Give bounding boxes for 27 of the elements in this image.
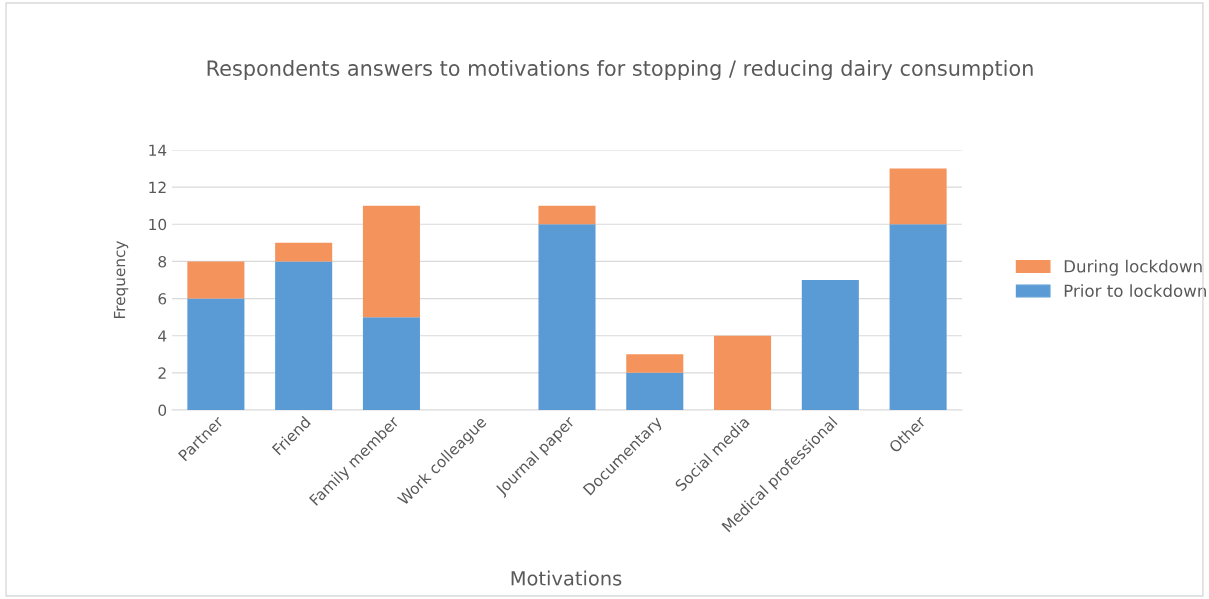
bar [275, 261, 333, 410]
bar [187, 298, 245, 410]
bar [362, 317, 420, 410]
y-tick-label: 4 [158, 330, 167, 342]
legend-label: Prior to lockdown [1064, 284, 1206, 298]
y-tick-label: 10 [149, 218, 167, 231]
y-tick-label: 12 [149, 181, 166, 193]
bar [187, 261, 245, 299]
bar [626, 354, 684, 373]
bar [889, 224, 947, 410]
bar [714, 335, 772, 410]
bar [538, 205, 596, 225]
bar [538, 224, 596, 410]
y-tick-label: 0 [158, 404, 167, 417]
bar [626, 372, 684, 410]
legend-label: During lockdown [1064, 259, 1202, 276]
bar [801, 280, 859, 410]
y-tick-label: 6 [158, 293, 167, 305]
y-axis-title: Frequency [113, 241, 129, 318]
chart-title: Respondents answers to motivations for stopping / reducing dairy consumption [207, 59, 1033, 81]
y-tick-label: 8 [158, 255, 167, 268]
bar [889, 168, 947, 225]
y-tick-label: 2 [158, 367, 166, 379]
bar [362, 205, 420, 318]
bar [275, 242, 333, 262]
y-tick-label: 14 [149, 144, 167, 156]
x-axis-title: Motivations [511, 570, 622, 586]
